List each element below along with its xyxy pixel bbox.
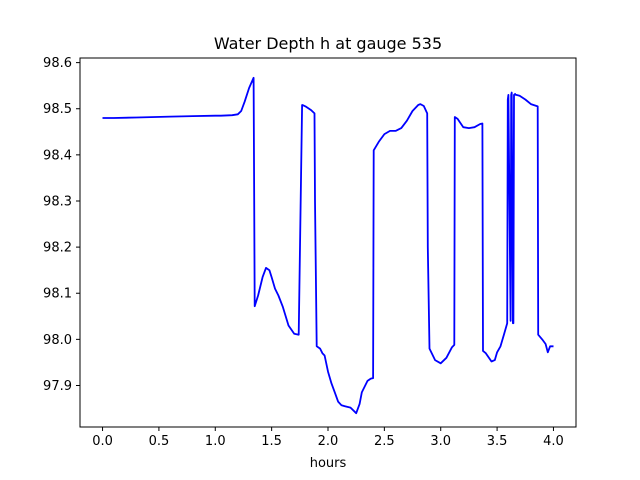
y-tick-label: 98.6 <box>43 56 72 71</box>
y-tick-label: 98.5 <box>43 102 72 117</box>
y-tick-label: 97.9 <box>43 379 72 394</box>
x-tick-label: 1.0 <box>205 434 226 449</box>
series-line-water-depth <box>102 76 554 415</box>
x-tick-label: 0.5 <box>149 434 170 449</box>
chart-title: Water Depth h at gauge 535 <box>214 34 442 53</box>
y-tick-label: 98.3 <box>43 194 72 209</box>
x-axis-ticks: 0.0 0.5 1.0 1.5 2.0 2.5 3.0 3.5 4.0 <box>92 427 564 449</box>
x-tick-label: 2.0 <box>318 434 339 449</box>
y-tick-label: 98.4 <box>43 148 72 163</box>
x-tick-label: 2.5 <box>374 434 395 449</box>
y-axis-ticks: 97.9 98.0 98.1 98.2 98.3 98.4 98.5 98.6 <box>43 56 80 394</box>
x-tick-label: 0.0 <box>92 434 113 449</box>
x-tick-label: 4.0 <box>543 434 564 449</box>
x-axis-label: hours <box>310 456 347 471</box>
x-tick-label: 3.0 <box>430 434 451 449</box>
plot-area <box>102 76 554 415</box>
x-tick-label: 1.5 <box>261 434 282 449</box>
y-tick-label: 98.0 <box>43 333 72 348</box>
x-tick-label: 3.5 <box>487 434 508 449</box>
y-tick-label: 98.1 <box>43 287 72 302</box>
y-tick-label: 98.2 <box>43 241 72 256</box>
